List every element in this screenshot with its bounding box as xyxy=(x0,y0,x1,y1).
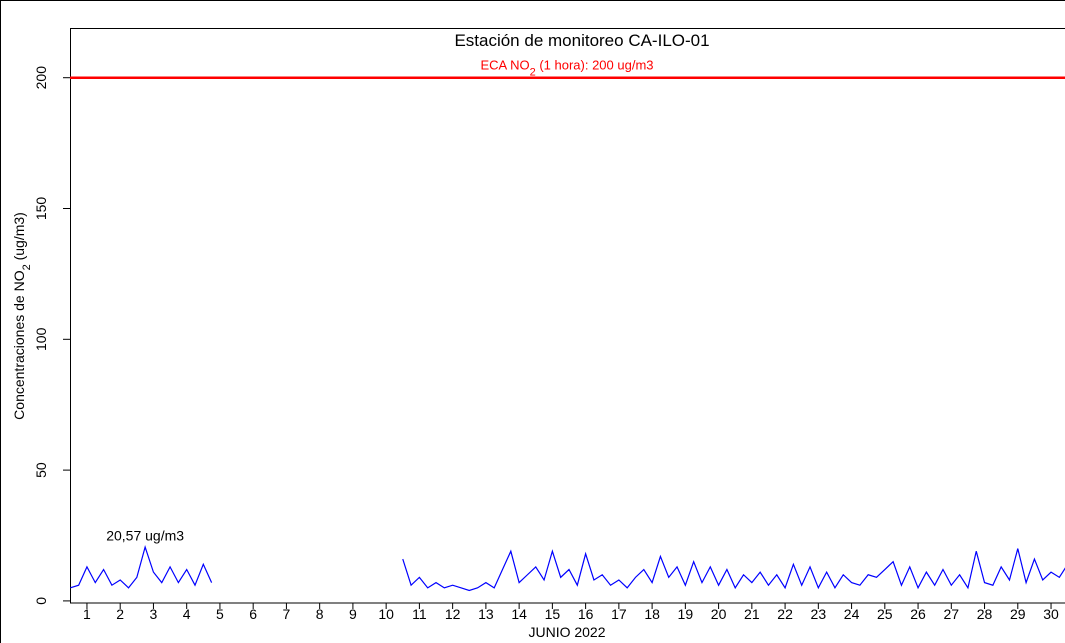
x-tick-label: 9 xyxy=(349,606,357,622)
x-tick-label: 28 xyxy=(977,606,993,622)
chart-title: Estación de monitoreo CA-ILO-01 xyxy=(454,31,709,50)
x-tick-label: 27 xyxy=(944,606,960,622)
x-tick-label: 30 xyxy=(1043,606,1059,622)
x-tick-label: 16 xyxy=(578,606,594,622)
data-line xyxy=(70,545,1065,592)
y-tick-label: 0 xyxy=(33,597,49,605)
x-tick-label: 29 xyxy=(1010,606,1026,622)
reference-label-part: (1 hora): 200 ug/m3 xyxy=(536,58,654,73)
x-tick-label: 20 xyxy=(711,606,727,622)
x-tick-label: 24 xyxy=(844,606,860,622)
x-tick-label: 22 xyxy=(777,606,793,622)
x-tick-label: 3 xyxy=(150,606,158,622)
x-tick-label: 1 xyxy=(83,606,91,622)
x-tick-label: 18 xyxy=(644,606,660,622)
y-axis-label-part: Concentraciones de NO xyxy=(11,270,27,420)
x-tick-label: 15 xyxy=(545,606,561,622)
max-annotation: 20,57 ug/m3 xyxy=(106,528,184,544)
x-tick-label: 7 xyxy=(283,606,291,622)
y-tick-label: 100 xyxy=(33,327,49,351)
y-tick-label: 50 xyxy=(33,462,49,478)
x-tick-label: 21 xyxy=(744,606,760,622)
x-axis-label: JUNIO 2022 xyxy=(528,624,605,640)
x-tick-label: 5 xyxy=(216,606,224,622)
reference-label: ECA NO2 (1 hora): 200 ug/m3 xyxy=(480,58,653,79)
x-tick-label: 26 xyxy=(910,606,926,622)
x-tick-label: 8 xyxy=(316,606,324,622)
x-tick-label: 19 xyxy=(678,606,694,622)
x-tick-label: 2 xyxy=(116,606,124,622)
x-tick-label: 12 xyxy=(445,606,461,622)
x-tick-label: 14 xyxy=(511,606,527,622)
y-axis-label-part: 2 xyxy=(21,264,33,270)
x-tick-label: 25 xyxy=(877,606,893,622)
y-axis-label-part: (ug/m3) xyxy=(11,212,27,264)
plot-frame xyxy=(70,28,1065,604)
x-tick-label: 11 xyxy=(412,606,427,622)
x-tick-label: 6 xyxy=(249,606,257,622)
y-axis-label: Concentraciones de NO2 (ug/m3) xyxy=(11,212,33,420)
x-tick-label: 4 xyxy=(183,606,191,622)
y-tick-label: 200 xyxy=(33,66,49,90)
reference-label-part: 2 xyxy=(530,67,536,79)
x-tick-label: 23 xyxy=(811,606,827,622)
x-tick-label: 17 xyxy=(611,606,627,622)
x-tick-label: 10 xyxy=(378,606,394,622)
reference-label-part: ECA NO xyxy=(480,58,529,73)
y-tick-label: 150 xyxy=(33,197,49,221)
x-tick-label: 13 xyxy=(478,606,494,622)
